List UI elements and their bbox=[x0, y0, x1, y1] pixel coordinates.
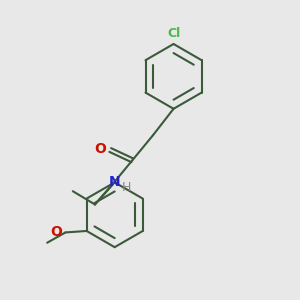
Text: O: O bbox=[51, 225, 62, 239]
Text: H: H bbox=[122, 181, 131, 194]
Text: O: O bbox=[94, 142, 106, 156]
Text: Cl: Cl bbox=[167, 28, 180, 40]
Text: N: N bbox=[108, 176, 120, 189]
